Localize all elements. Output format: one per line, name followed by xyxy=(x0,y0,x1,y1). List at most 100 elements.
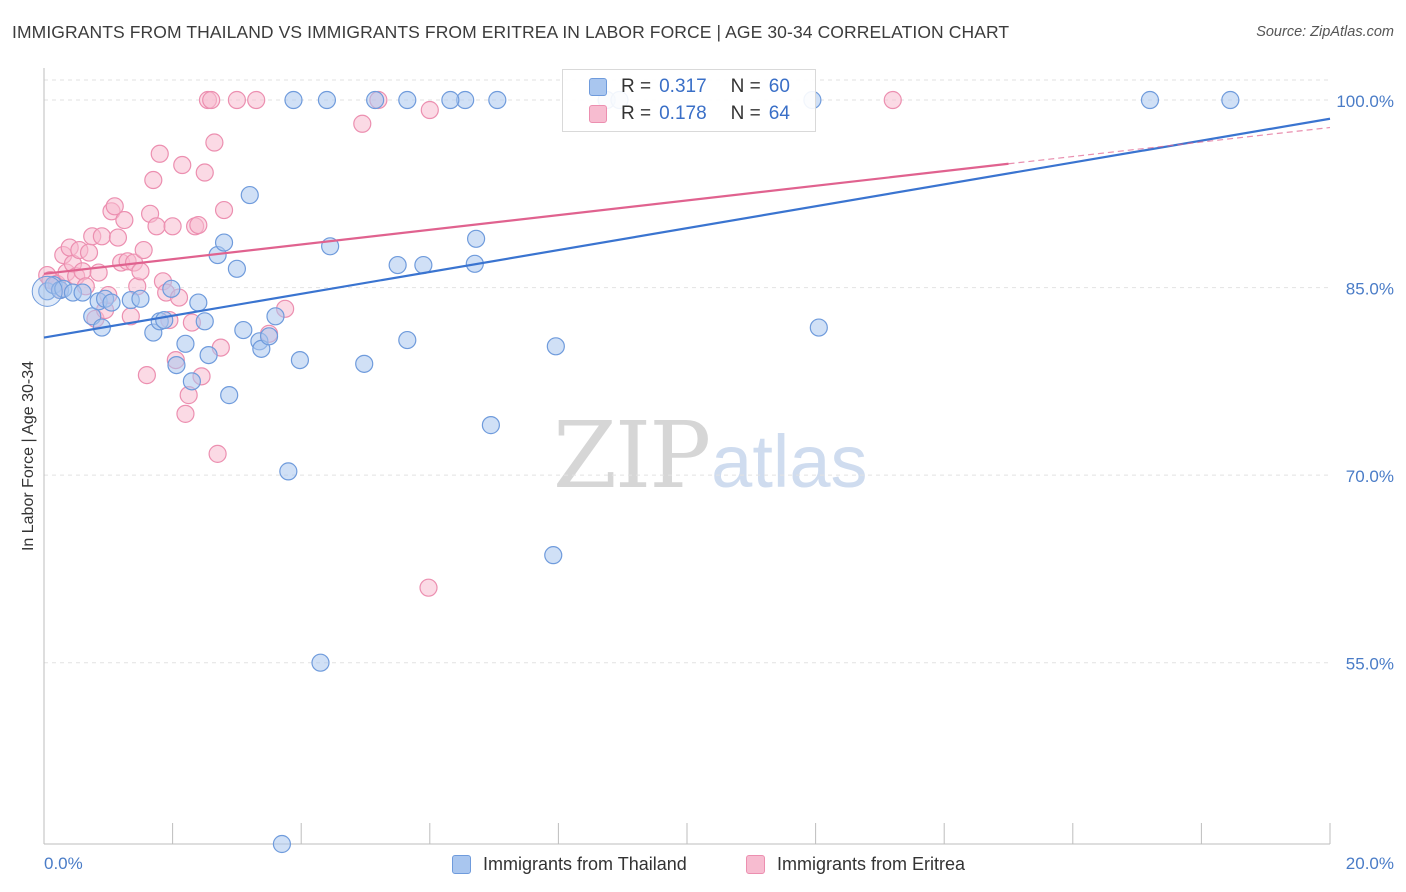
data-point xyxy=(420,100,439,120)
y-tick-label: 70.0% xyxy=(1346,467,1394,486)
x-tick-label-max: 20.0% xyxy=(1346,854,1394,873)
data-point xyxy=(234,320,253,340)
stats-legend: R = 0.317 N = 60 R = 0.178 N = 64 xyxy=(562,69,816,132)
data-point xyxy=(259,327,279,346)
data-point xyxy=(290,350,310,370)
data-point xyxy=(176,334,195,353)
data-point xyxy=(150,144,169,163)
data-point xyxy=(353,114,372,133)
data-point xyxy=(167,355,186,375)
data-point xyxy=(809,318,828,337)
data-point xyxy=(419,578,438,597)
data-point xyxy=(195,312,214,331)
legend-eritrea-label: Immigrants from Eritrea xyxy=(777,853,966,874)
data-point xyxy=(227,90,246,110)
data-point xyxy=(398,330,417,350)
eritrea-trend-extension xyxy=(1008,126,1331,165)
data-point xyxy=(202,90,221,110)
data-point xyxy=(144,170,163,190)
data-point xyxy=(102,293,121,312)
watermark-atlas: atlas xyxy=(711,420,868,503)
thailand-n-label: N = xyxy=(730,76,761,97)
data-point xyxy=(284,90,303,110)
data-point xyxy=(115,210,134,230)
thailand-swatch xyxy=(589,78,607,96)
legend-row-eritrea: R = 0.178 N = 64 xyxy=(563,101,790,127)
data-point xyxy=(366,90,385,110)
data-point xyxy=(1140,90,1160,110)
trend-lines xyxy=(43,117,1331,339)
legend-thailand-swatch xyxy=(452,854,471,874)
data-point xyxy=(205,133,224,152)
eritrea-swatch xyxy=(589,105,607,123)
data-point xyxy=(195,163,214,182)
data-point xyxy=(247,90,266,110)
data-point xyxy=(131,262,150,281)
data-point xyxy=(311,653,330,672)
data-point xyxy=(220,386,239,405)
data-point xyxy=(73,262,92,281)
data-point xyxy=(73,283,92,302)
data-point xyxy=(240,185,259,205)
x-tick-label-min: 0.0% xyxy=(44,854,83,873)
data-point xyxy=(92,227,111,246)
data-point xyxy=(208,444,227,463)
legend-thailand-label: Immigrants from Thailand xyxy=(483,853,687,874)
y-tick-label: 55.0% xyxy=(1346,655,1394,674)
data-point xyxy=(131,289,150,308)
data-point xyxy=(173,155,192,175)
eritrea-n-value: 64 xyxy=(768,103,790,124)
thailand-trend-line xyxy=(43,117,1331,339)
data-point xyxy=(176,404,195,423)
chart-title: IMMIGRANTS FROM THAILAND VS IMMIGRANTS F… xyxy=(12,22,1010,42)
data-point xyxy=(546,337,565,356)
data-point xyxy=(189,293,208,312)
grid-lines xyxy=(44,79,1330,664)
data-point xyxy=(147,217,166,236)
data-point xyxy=(488,90,507,110)
data-point xyxy=(137,365,156,385)
data-point xyxy=(227,259,246,278)
eritrea-r-value: 0.178 xyxy=(659,103,707,124)
data-point xyxy=(398,90,417,110)
data-point xyxy=(466,229,486,248)
data-point xyxy=(214,233,234,252)
data-point xyxy=(108,228,128,247)
thailand-r-label: R = xyxy=(621,76,652,97)
eritrea-trend-line xyxy=(43,162,1009,275)
data-point xyxy=(162,279,181,298)
legend-item-thailand: Immigrants from Thailand xyxy=(452,851,687,877)
legend-eritrea-swatch xyxy=(746,854,765,874)
data-point xyxy=(388,255,407,275)
y-tick-label: 85.0% xyxy=(1346,280,1394,299)
data-point xyxy=(163,217,182,236)
data-point xyxy=(481,416,500,435)
eritrea-r-label: R = xyxy=(621,103,652,124)
y-tick-label: 100.0% xyxy=(1336,92,1394,111)
data-point xyxy=(182,372,201,391)
cluster-point xyxy=(31,275,63,307)
data-point xyxy=(355,354,374,373)
eritrea-n-label: N = xyxy=(730,103,761,124)
data-point xyxy=(79,243,99,262)
thailand-r-value: 0.317 xyxy=(659,76,707,97)
data-point xyxy=(317,90,337,110)
legend-item-eritrea: Immigrants from Eritrea xyxy=(746,851,965,877)
data-point xyxy=(266,307,285,326)
data-point xyxy=(199,345,218,365)
data-point xyxy=(272,834,292,854)
data-point xyxy=(1221,90,1240,110)
eritrea-series xyxy=(38,90,902,597)
thailand-n-value: 60 xyxy=(768,76,790,97)
axes xyxy=(43,68,1331,845)
legend-row-thailand: R = 0.317 N = 60 xyxy=(563,74,790,100)
watermark: ZIPatlas xyxy=(553,402,867,509)
data-point xyxy=(189,215,208,235)
data-point xyxy=(214,200,234,220)
watermark-zip: ZIP xyxy=(553,402,711,509)
data-point xyxy=(155,310,174,330)
data-point xyxy=(883,90,902,110)
data-point xyxy=(441,90,460,110)
data-point xyxy=(279,462,298,481)
